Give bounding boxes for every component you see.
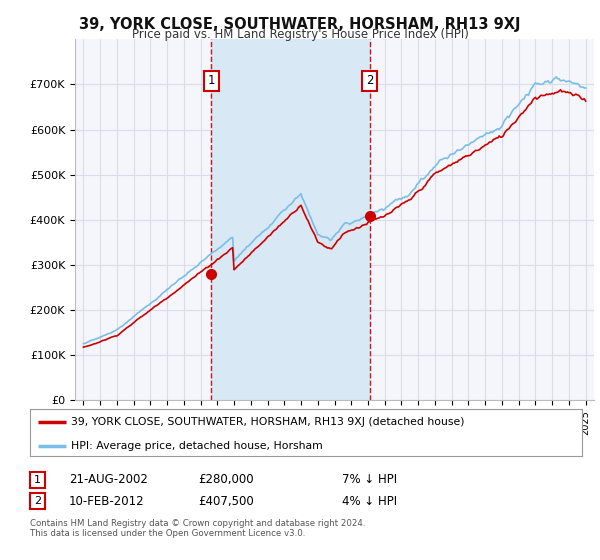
Text: 4% ↓ HPI: 4% ↓ HPI — [342, 494, 397, 508]
Text: 1: 1 — [208, 74, 215, 87]
Text: 39, YORK CLOSE, SOUTHWATER, HORSHAM, RH13 9XJ: 39, YORK CLOSE, SOUTHWATER, HORSHAM, RH1… — [79, 17, 521, 32]
Text: £407,500: £407,500 — [198, 494, 254, 508]
Bar — [211, 39, 370, 400]
Text: 2: 2 — [34, 496, 41, 506]
Text: 21-AUG-2002: 21-AUG-2002 — [69, 473, 148, 487]
Text: £280,000: £280,000 — [198, 473, 254, 487]
Text: Price paid vs. HM Land Registry's House Price Index (HPI): Price paid vs. HM Land Registry's House … — [131, 28, 469, 41]
Text: 1: 1 — [34, 475, 41, 485]
Text: Contains HM Land Registry data © Crown copyright and database right 2024.: Contains HM Land Registry data © Crown c… — [30, 520, 365, 529]
Text: 2: 2 — [366, 74, 373, 87]
Text: 10-FEB-2012: 10-FEB-2012 — [69, 494, 145, 508]
Text: HPI: Average price, detached house, Horsham: HPI: Average price, detached house, Hors… — [71, 441, 323, 451]
Text: 7% ↓ HPI: 7% ↓ HPI — [342, 473, 397, 487]
Text: 39, YORK CLOSE, SOUTHWATER, HORSHAM, RH13 9XJ (detached house): 39, YORK CLOSE, SOUTHWATER, HORSHAM, RH1… — [71, 417, 465, 427]
Text: This data is licensed under the Open Government Licence v3.0.: This data is licensed under the Open Gov… — [30, 530, 305, 539]
